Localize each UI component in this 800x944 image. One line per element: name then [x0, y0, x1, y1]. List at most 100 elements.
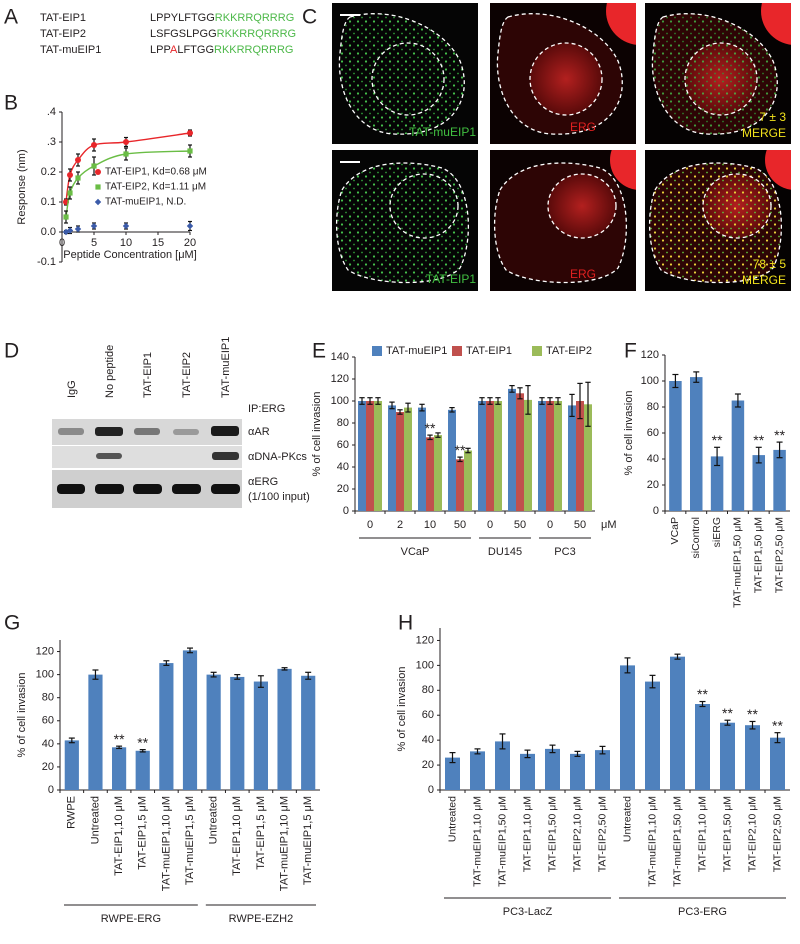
y-tick-label: 80	[337, 417, 349, 429]
bar	[404, 407, 412, 511]
y-tick-label: 0	[428, 784, 434, 796]
micrograph-erg-channel	[490, 150, 636, 291]
error-bar	[397, 409, 403, 415]
band	[95, 484, 124, 494]
colocalization-count: 7 ± 3	[759, 110, 786, 124]
bar	[159, 663, 174, 790]
x-tick-label: 0	[547, 519, 553, 531]
marker	[122, 222, 130, 230]
marker	[91, 163, 97, 169]
legend-label: TAT-EIP2	[546, 345, 592, 357]
error-bar	[139, 749, 146, 753]
bar	[538, 401, 546, 511]
legend-swatch	[452, 346, 462, 356]
significance-mark: **	[747, 706, 758, 722]
x-unit: μM	[601, 519, 617, 531]
neighbor-nucleus	[606, 3, 636, 45]
marker	[187, 130, 193, 136]
bar	[645, 681, 660, 790]
y-tick-label: 20	[42, 761, 54, 773]
legend-label: TAT-muEIP1, N.D.	[105, 197, 186, 208]
bar	[366, 401, 374, 511]
error-bar	[649, 674, 656, 689]
x-tick-label: 50	[514, 519, 526, 531]
x-tick-label: Untreated	[89, 796, 101, 844]
x-tick-label: Untreated	[621, 796, 633, 842]
bar	[448, 409, 456, 511]
sequence-segment: RKKRRQRRRG	[214, 44, 293, 56]
neighbor-nucleus	[765, 150, 791, 190]
error-bar	[509, 385, 515, 393]
y-tick-label: 100	[641, 375, 659, 387]
bar	[88, 674, 103, 790]
bar	[112, 747, 127, 790]
y-tick-label: 0.2	[41, 166, 56, 178]
error-bar	[577, 382, 583, 420]
significance-mark: **	[114, 731, 125, 747]
nucleus-outline	[389, 173, 459, 239]
sequence-segment: A	[170, 44, 178, 56]
x-tick-label: TAT-EIP1,50 μM	[753, 517, 765, 593]
error-bar	[210, 671, 217, 678]
marker	[123, 139, 129, 145]
bar	[576, 401, 584, 511]
blot-row-label: αDNA-PKcs	[248, 451, 307, 463]
bar	[445, 757, 460, 790]
marker	[123, 151, 129, 157]
cell-signal	[336, 162, 469, 283]
bar	[570, 753, 585, 790]
y-axis-title: % of cell invasion	[311, 392, 323, 477]
x-tick-label: TAT-muEIP1,10 μM	[160, 796, 172, 891]
error-bar	[672, 373, 679, 389]
error-bar	[281, 667, 288, 671]
group-label: VCaP	[401, 546, 430, 558]
group-label: PC3	[554, 546, 575, 558]
panel-label: A	[4, 6, 18, 29]
marker	[95, 184, 101, 190]
y-tick-label: 40	[337, 461, 349, 473]
x-tick-label: TAT-EIP1,50 μM	[721, 796, 733, 872]
error-bar	[499, 733, 506, 750]
x-tick-label: 15	[152, 237, 164, 249]
sequence-segment: LSFGSLPGG	[150, 28, 217, 40]
sequence-segment: LPP	[150, 44, 170, 56]
x-tick-label: TAT-muEIP1,50 μM	[732, 517, 744, 608]
y-tick-label: 0	[653, 505, 659, 517]
bar	[690, 377, 703, 511]
bar	[495, 741, 510, 790]
error-bar	[367, 397, 373, 405]
bar	[206, 674, 221, 790]
error-bar	[427, 434, 433, 441]
channel-label: MERGE	[742, 126, 786, 140]
x-tick-label: 50	[574, 519, 586, 531]
error-bar	[487, 397, 493, 405]
bar	[554, 401, 562, 511]
panel-label: H	[398, 612, 413, 635]
marker	[91, 142, 97, 148]
error-bar	[163, 660, 170, 666]
bar	[568, 405, 576, 511]
y-tick-label: 0	[48, 784, 54, 796]
x-tick-label: TAT-muEIP1,5 μM	[302, 796, 314, 885]
error-bar	[187, 647, 193, 654]
neighbor-nucleus	[761, 3, 791, 45]
marker	[66, 227, 74, 234]
bar	[374, 401, 382, 511]
bar	[620, 665, 635, 790]
panel-label: F	[624, 340, 637, 363]
error-bar	[116, 745, 123, 750]
micrograph-ar-channel	[332, 3, 478, 144]
y-axis-title: % of cell invasion	[623, 391, 635, 476]
bar	[182, 650, 198, 790]
error-bar	[389, 401, 395, 410]
western-blot	[52, 419, 242, 508]
y-tick-label: 20	[337, 483, 349, 495]
y-tick-label: 60	[337, 439, 349, 451]
x-tick-label: TAT-EIP2,50 μM	[596, 796, 608, 872]
y-tick-label: 20	[647, 479, 659, 491]
error-bar	[457, 456, 463, 463]
x-tick-label: TAT-muEIP1,10 μM	[646, 796, 658, 887]
bar	[253, 681, 268, 790]
x-tick-label: 10	[120, 237, 132, 249]
